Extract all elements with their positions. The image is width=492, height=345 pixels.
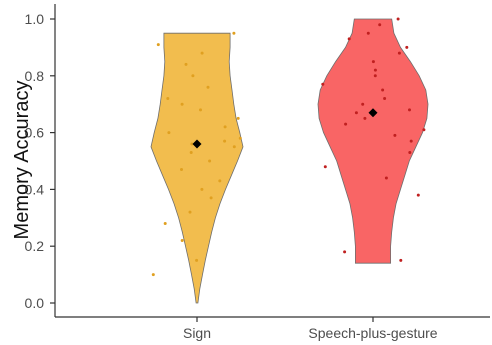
- data-point: [416, 193, 420, 197]
- y-tick-label: 1.0: [25, 11, 45, 27]
- data-point: [323, 165, 327, 169]
- y-tick-label: 0.8: [25, 68, 45, 84]
- data-point: [236, 116, 240, 120]
- violin-shape: [150, 32, 244, 304]
- data-point: [343, 250, 347, 254]
- violin-sign: [150, 31, 244, 304]
- data-point: [361, 102, 365, 106]
- data-point: [408, 108, 411, 112]
- violins: [150, 17, 429, 304]
- data-point: [363, 116, 367, 120]
- data-point: [321, 82, 325, 86]
- data-point: [218, 179, 222, 183]
- data-point: [223, 139, 227, 143]
- data-point: [163, 222, 167, 225]
- data-point: [200, 187, 204, 191]
- data-point: [366, 31, 370, 35]
- data-point: [232, 145, 236, 149]
- y-axis-title: Memory Accuracy: [11, 81, 33, 240]
- data-point: [371, 60, 375, 64]
- data-point: [381, 88, 385, 92]
- y-tick-label: 0.4: [25, 181, 45, 197]
- data-point: [232, 31, 236, 35]
- y-tick-label: 0.6: [25, 125, 45, 141]
- data-point: [347, 37, 351, 41]
- y-tick-label: 0.0: [25, 295, 45, 311]
- violin-speech-plus-gesture: [317, 17, 429, 264]
- data-point: [238, 136, 242, 140]
- x-tick-label: Speech-plus-gesture: [308, 325, 437, 341]
- data-point: [188, 210, 192, 214]
- data-point: [180, 168, 183, 171]
- data-point: [405, 45, 409, 49]
- data-point: [409, 139, 413, 143]
- data-point: [189, 151, 193, 154]
- mean-marker: [368, 108, 378, 118]
- data-point: [208, 159, 212, 163]
- data-point: [399, 258, 403, 262]
- data-point: [195, 258, 199, 262]
- data-point: [166, 97, 170, 100]
- data-point: [206, 85, 210, 89]
- y-tick-label: 0.2: [25, 238, 45, 254]
- data-point: [223, 125, 227, 129]
- data-point: [354, 111, 358, 115]
- data-point: [167, 131, 171, 135]
- y-ticks: 0.0 0.2 0.4 0.6 0.8 1.0: [25, 11, 55, 311]
- data-point: [191, 74, 195, 78]
- data-point: [384, 176, 388, 180]
- violin-shape: [317, 18, 429, 264]
- data-point: [408, 151, 412, 154]
- data-point: [180, 102, 184, 106]
- data-point: [151, 273, 155, 277]
- data-point: [200, 51, 204, 55]
- data-point: [156, 43, 160, 47]
- data-point: [209, 196, 213, 200]
- axes: [54, 4, 490, 318]
- data-point: [184, 62, 188, 66]
- data-point: [373, 68, 377, 72]
- data-point: [422, 128, 426, 132]
- data-point: [396, 17, 400, 21]
- x-ticks: Sign Speech-plus-gesture: [183, 317, 438, 341]
- data-point: [373, 74, 377, 78]
- data-point: [199, 108, 202, 112]
- data-point: [190, 142, 194, 146]
- data-point: [393, 133, 397, 137]
- x-tick-label: Sign: [183, 325, 211, 341]
- data-point: [180, 239, 184, 242]
- data-point: [397, 51, 401, 55]
- data-point: [344, 122, 348, 126]
- data-point: [378, 23, 382, 27]
- mean-marker: [192, 139, 202, 149]
- data-point: [383, 97, 387, 100]
